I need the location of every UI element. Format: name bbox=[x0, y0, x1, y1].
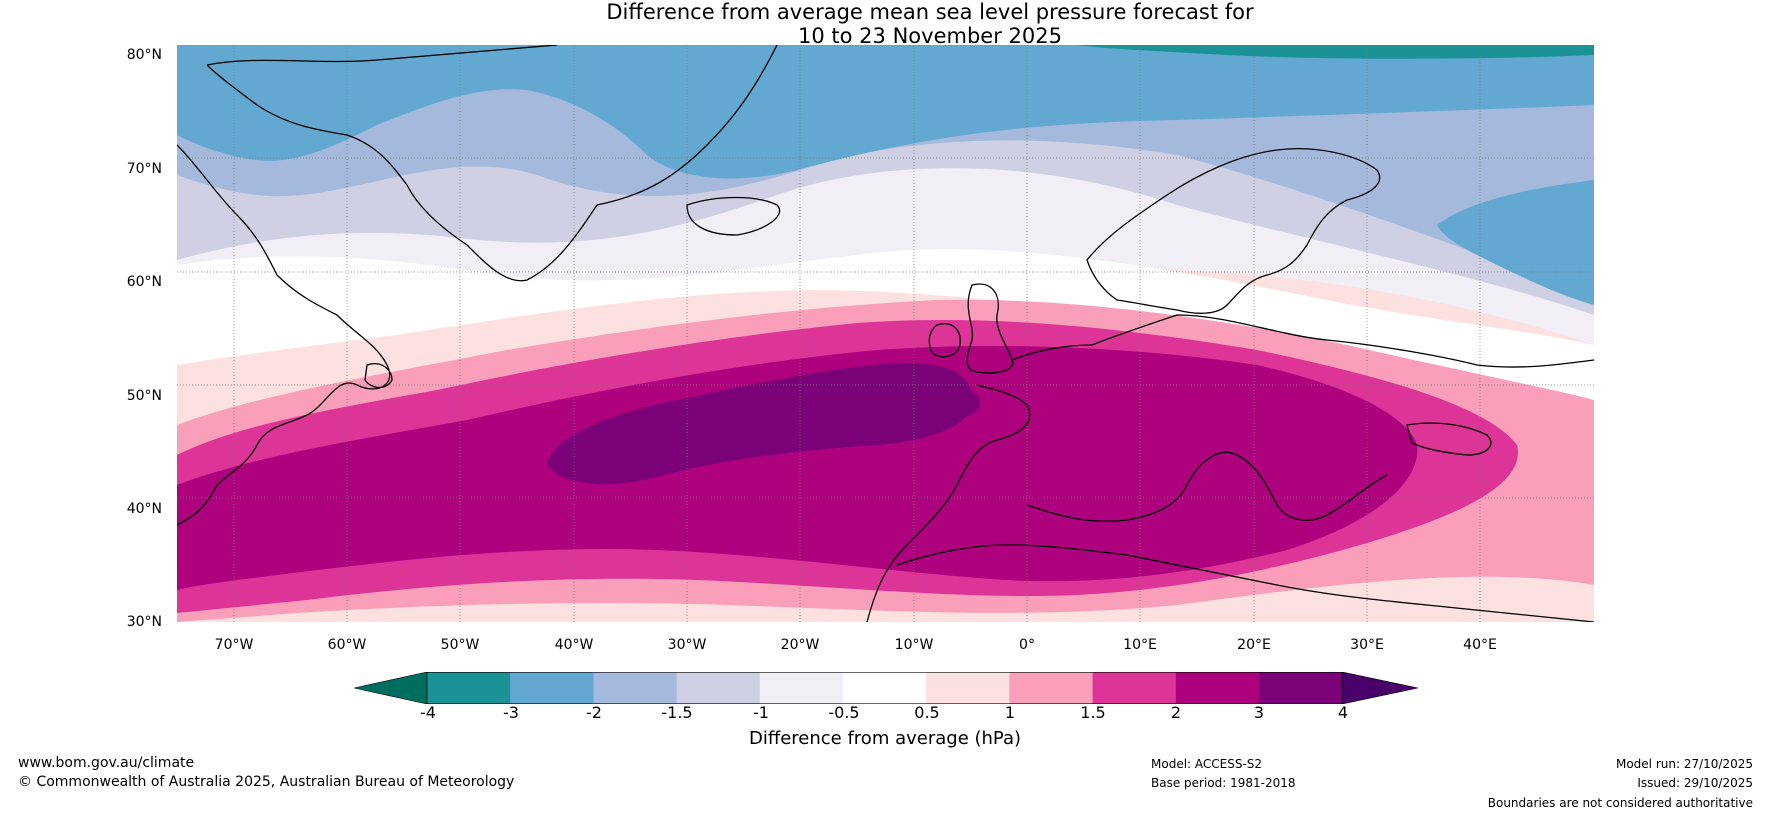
coast-north-america bbox=[177, 144, 391, 526]
band-pos-2 bbox=[177, 345, 1418, 590]
lat-label-70n: 70°N bbox=[126, 161, 162, 177]
lon-label-40w: 40°W bbox=[554, 637, 594, 653]
lat-label-40n: 40°N bbox=[126, 501, 162, 517]
coast-ireland bbox=[928, 323, 961, 358]
colorbar-tick-9: 1.5 bbox=[1080, 703, 1106, 722]
colorbar-arrow-low bbox=[354, 672, 428, 704]
coastlines bbox=[177, 45, 1594, 622]
band-white bbox=[177, 249, 1594, 405]
colorbar-tick-3: -2 bbox=[586, 703, 602, 722]
map-svg bbox=[177, 45, 1594, 622]
colorbar-swatch bbox=[759, 672, 844, 704]
colorbar-tick-10: 2 bbox=[1170, 703, 1182, 722]
band-pos-3-east bbox=[916, 386, 981, 420]
colorbar-swatch bbox=[1009, 672, 1094, 704]
coast-britain bbox=[966, 283, 1014, 374]
lon-label-30e: 30°E bbox=[1350, 637, 1384, 653]
colorbar-label: Difference from average (hPa) bbox=[748, 728, 1022, 749]
footer-issued: Issued: 29/10/2025 bbox=[1637, 776, 1753, 790]
footer-disclaimer: Boundaries are not considered authoritat… bbox=[1487, 796, 1753, 810]
band-neg-3-scandinavia bbox=[1437, 180, 1594, 305]
coast-iceland bbox=[686, 196, 781, 236]
chart-title: Difference from average mean sea level p… bbox=[480, 0, 1380, 48]
colorbar-swatch bbox=[593, 672, 678, 704]
lat-label-60n: 60°N bbox=[126, 274, 162, 290]
colorbar-tick-11: 3 bbox=[1253, 703, 1265, 722]
colorbar-tick-4: -1.5 bbox=[661, 703, 693, 722]
colorbar-swatch bbox=[926, 672, 1010, 704]
colorbar-tick-1: -4 bbox=[420, 703, 436, 722]
colorbar-swatch bbox=[510, 672, 594, 704]
band-neg-4 bbox=[1077, 45, 1594, 59]
colorbar-swatch bbox=[1175, 672, 1260, 704]
colorbar-tick-5: -1 bbox=[753, 703, 769, 722]
footer-url[interactable]: www.bom.gov.au/climate bbox=[18, 755, 195, 771]
coast-newfoundland bbox=[364, 363, 393, 389]
lon-label-10w: 10°W bbox=[894, 637, 934, 653]
colorbar-tick-8: 1 bbox=[1004, 703, 1016, 722]
coast-europe bbox=[866, 314, 1594, 622]
colorbar-tick-12: 4 bbox=[1337, 703, 1349, 722]
colorbar-arrow-high bbox=[1341, 672, 1418, 704]
lon-label-30w: 30°W bbox=[667, 637, 707, 653]
lat-label-80n: 80°N bbox=[126, 47, 162, 63]
lon-label-60w: 60°W bbox=[327, 637, 367, 653]
footer-base-period: Base period: 1981-2018 bbox=[1151, 776, 1296, 790]
coast-north-africa bbox=[896, 544, 1594, 622]
title-line-1: Difference from average mean sea level p… bbox=[606, 0, 1254, 24]
graticule bbox=[177, 45, 1594, 622]
lon-label-50w: 50°W bbox=[440, 637, 480, 653]
colorbar-frame bbox=[426, 672, 1343, 704]
lon-label-10e: 10°E bbox=[1123, 637, 1157, 653]
band-pos-3 bbox=[547, 362, 973, 485]
pressure-anomaly-map bbox=[177, 45, 1594, 622]
colorbar-swatch bbox=[1092, 672, 1177, 704]
footer-copyright: © Commonwealth of Australia 2025, Austra… bbox=[18, 774, 515, 790]
coast-greenland bbox=[206, 45, 778, 282]
coast-scandinavia bbox=[1086, 148, 1381, 314]
title-line-2: 10 to 23 November 2025 bbox=[798, 24, 1062, 48]
colorbar-swatch bbox=[843, 672, 927, 704]
colorbar-swatch bbox=[676, 672, 761, 704]
colorbar bbox=[354, 672, 1418, 704]
coast-black-sea bbox=[1406, 422, 1492, 456]
lon-label-70w: 70°W bbox=[214, 637, 254, 653]
lon-label-20e: 20°E bbox=[1237, 637, 1271, 653]
lat-label-50n: 50°N bbox=[126, 388, 162, 404]
lon-label-40e: 40°E bbox=[1463, 637, 1497, 653]
footer-model-run: Model run: 27/10/2025 bbox=[1615, 757, 1753, 771]
footer-model: Model: ACCESS-S2 bbox=[1151, 757, 1263, 771]
colorbar-swatch bbox=[427, 672, 511, 704]
colorbar-tick-6: -0.5 bbox=[828, 703, 860, 722]
colorbar-tick-7: 0.5 bbox=[914, 703, 940, 722]
lon-label-20w: 20°W bbox=[780, 637, 820, 653]
lon-label-0: 0° bbox=[1019, 637, 1035, 653]
band-neg-3 bbox=[177, 45, 1594, 179]
colorbar-swatch bbox=[1259, 672, 1343, 704]
colorbar-tick-2: -3 bbox=[503, 703, 519, 722]
lat-label-30n: 30°N bbox=[126, 614, 162, 630]
